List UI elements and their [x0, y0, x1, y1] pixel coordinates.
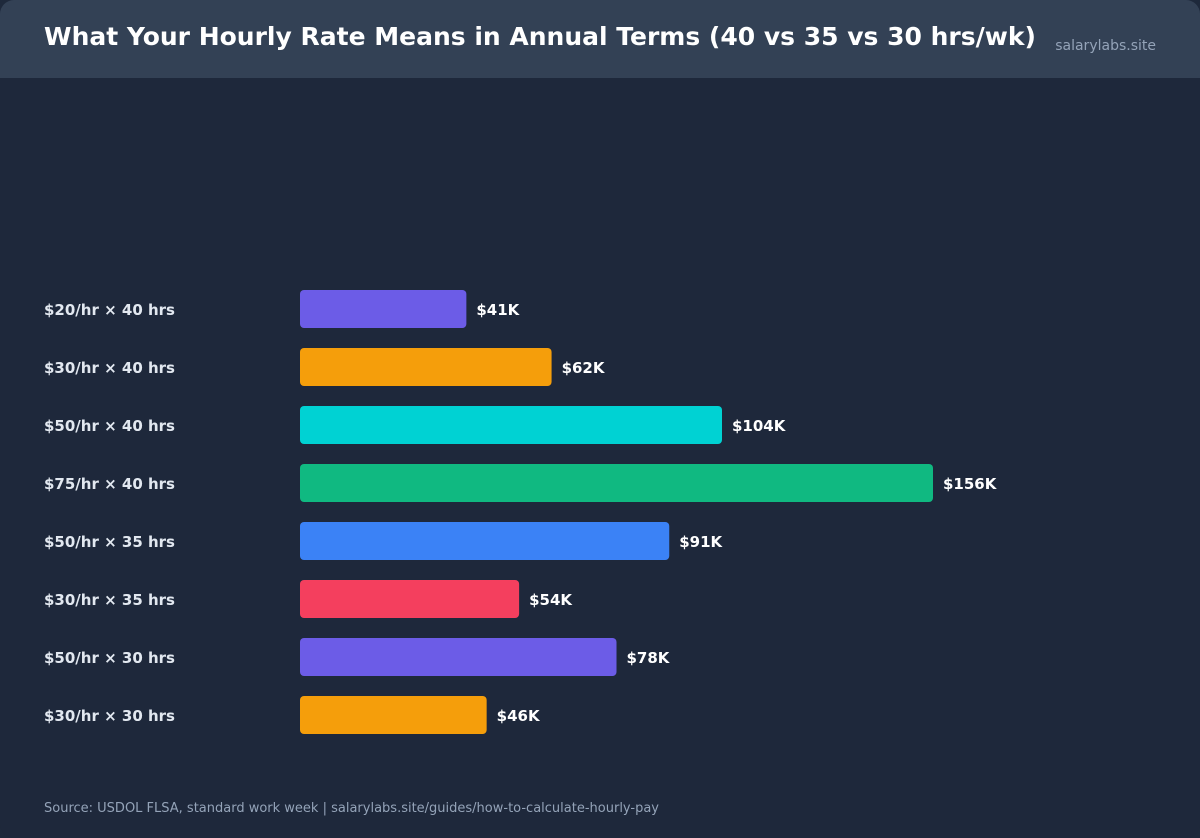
category-label: $30/hr × 30 hrs [44, 707, 175, 725]
category-label: $50/hr × 30 hrs [44, 649, 175, 667]
category-label: $50/hr × 40 hrs [44, 417, 175, 435]
bar [300, 638, 617, 676]
site-name: salarylabs.site [1055, 38, 1156, 54]
category-label: $50/hr × 35 hrs [44, 533, 175, 551]
bar [300, 522, 670, 560]
source-note: Source: USDOL FLSA, standard work week |… [44, 801, 659, 816]
value-label: $41K [476, 301, 520, 319]
chart-title: What Your Hourly Rate Means in Annual Te… [44, 22, 1036, 51]
value-label: $91K [679, 533, 723, 551]
header-bar: What Your Hourly Rate Means in Annual Te… [0, 0, 1200, 78]
bar [300, 580, 520, 618]
category-label: $30/hr × 35 hrs [44, 591, 175, 609]
value-label: $62K [562, 359, 606, 377]
value-label: $156K [943, 475, 998, 493]
category-label: $30/hr × 40 hrs [44, 359, 175, 377]
value-label: $78K [627, 649, 671, 667]
category-label: $75/hr × 40 hrs [44, 475, 175, 493]
bar [300, 696, 487, 734]
bar [300, 464, 933, 502]
bar [300, 406, 722, 444]
bar [300, 348, 552, 386]
category-label: $20/hr × 40 hrs [44, 301, 175, 319]
value-label: $54K [529, 591, 573, 609]
value-label: $46K [497, 707, 541, 725]
value-label: $104K [732, 417, 787, 435]
bar [300, 290, 467, 328]
